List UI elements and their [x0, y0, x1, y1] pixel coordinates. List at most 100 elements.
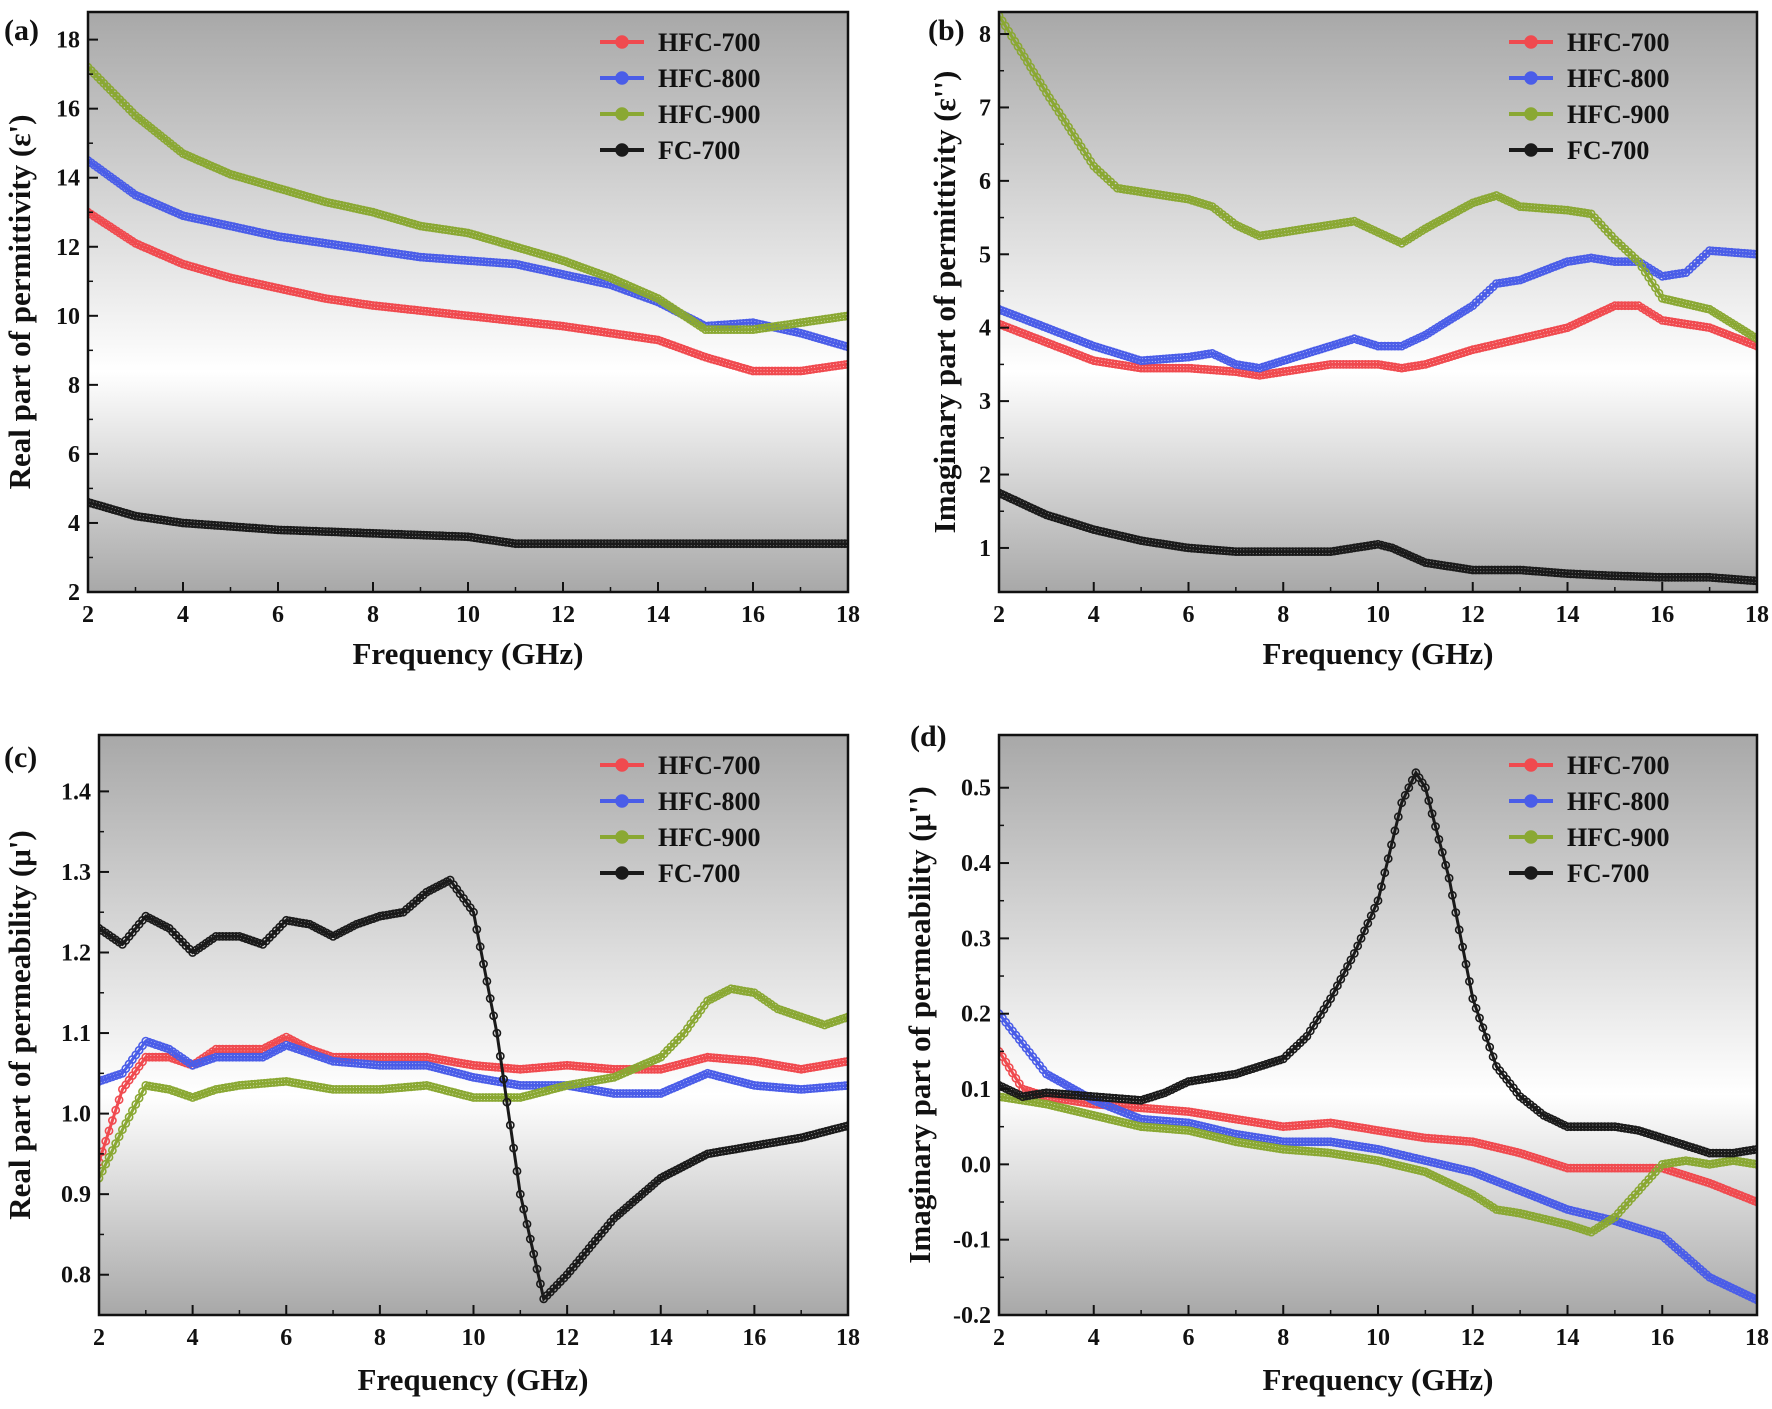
y-tick-label: -0.2: [953, 1303, 991, 1329]
data-point: [1424, 796, 1434, 805]
data-point: [311, 526, 321, 536]
data-point: [1162, 363, 1171, 373]
data-point: [528, 1063, 538, 1073]
data-point: [1316, 1119, 1326, 1129]
data-point: [1468, 565, 1478, 575]
y-tick-label: 0.2: [961, 1002, 991, 1028]
data-point: [1465, 565, 1474, 574]
data-point: [1111, 359, 1121, 369]
data-point: [1225, 366, 1234, 376]
data-point: [767, 366, 777, 376]
data-point: [647, 334, 657, 344]
data-point: [1449, 1135, 1459, 1145]
data-point: [286, 525, 296, 535]
x-tick-label: 6: [280, 1325, 292, 1351]
data-point: [412, 1081, 422, 1091]
data-point: [416, 530, 425, 540]
data-point: [1563, 1163, 1572, 1173]
y-tick-label: 0.5: [961, 776, 991, 802]
data-point: [1215, 546, 1225, 555]
data-point: [1152, 538, 1162, 548]
data-point: [1455, 1136, 1465, 1146]
data-point: [1304, 363, 1313, 373]
legend-swatch-marker: [615, 107, 629, 121]
data-point: [391, 1060, 400, 1070]
data-point: [834, 1081, 843, 1091]
data-point: [1304, 1120, 1313, 1130]
data-point: [324, 239, 334, 249]
data-point: [1638, 1163, 1648, 1173]
data-point: [419, 1052, 428, 1062]
data-point: [606, 1064, 616, 1074]
data-point: [780, 539, 790, 549]
data-point: [482, 976, 492, 986]
data-point: [1301, 1137, 1310, 1147]
data-point: [369, 1085, 378, 1094]
data-point: [444, 531, 454, 541]
data-point: [672, 539, 682, 549]
data-point: [406, 530, 416, 540]
series-hfc-900: [999, 1092, 1757, 1237]
y-tick-label: -0.1: [953, 1228, 991, 1254]
data-point: [1397, 798, 1407, 808]
data-point: [609, 1089, 619, 1098]
data-point: [485, 535, 495, 545]
data-point: [1171, 353, 1181, 363]
data-point: [482, 313, 492, 323]
data-point: [1364, 359, 1373, 369]
data-point: [1591, 1163, 1601, 1173]
data-point: [1594, 1163, 1604, 1173]
data-point: [1152, 1123, 1162, 1133]
data-point: [1199, 544, 1209, 554]
data-point: [353, 1059, 363, 1068]
data-point: [1168, 353, 1178, 363]
data-point: [514, 539, 524, 549]
data-point: [247, 1079, 257, 1089]
data-point: [1301, 1120, 1310, 1130]
data-point: [108, 1116, 117, 1125]
data-point: [334, 1085, 344, 1094]
data-point: [333, 295, 343, 305]
legend-label: FC-700: [658, 859, 740, 888]
data-point: [101, 1136, 111, 1146]
data-point: [1076, 1091, 1086, 1100]
data-point: [400, 1060, 410, 1070]
data-point: [746, 1056, 756, 1066]
data-point: [487, 1062, 497, 1072]
data-point: [1304, 547, 1313, 556]
data-point: [1190, 544, 1200, 553]
data-point: [1060, 1089, 1070, 1099]
data-point: [1749, 1145, 1757, 1155]
data-point: [428, 531, 438, 540]
data-point: [454, 310, 463, 320]
data-point: [114, 1095, 124, 1105]
data-point: [1313, 1119, 1323, 1129]
x-tick-label: 2: [93, 1325, 105, 1351]
data-point: [1316, 547, 1326, 556]
data-point: [435, 531, 444, 541]
data-point: [1387, 840, 1396, 850]
data-point: [463, 256, 473, 265]
data-point: [366, 1085, 375, 1094]
data-point: [1632, 1163, 1642, 1173]
data-point: [796, 1085, 806, 1094]
y-tick-label: 10: [56, 304, 80, 330]
legend-label: HFC-900: [658, 823, 761, 852]
data-point: [1155, 363, 1165, 373]
x-tick-label: 18: [1745, 1325, 1769, 1351]
legend-label: HFC-700: [658, 751, 761, 780]
data-point: [478, 1093, 488, 1102]
data-point: [397, 1060, 407, 1070]
chart-panel-d: 2 4 6 8 10 12 14 16 18 -0.2 -0.1 0.0 0.1 0.2 0.3 0.4 0.5…: [902, 720, 1769, 1397]
data-point: [1390, 826, 1400, 836]
data-point: [786, 539, 796, 549]
data-point: [745, 539, 755, 549]
data-point: [1064, 1090, 1073, 1099]
data-point: [466, 311, 476, 321]
data-point: [349, 243, 359, 252]
data-point: [245, 523, 254, 533]
x-tick-label: 2: [82, 602, 94, 628]
data-point: [599, 539, 609, 549]
data-point: [1297, 547, 1307, 556]
